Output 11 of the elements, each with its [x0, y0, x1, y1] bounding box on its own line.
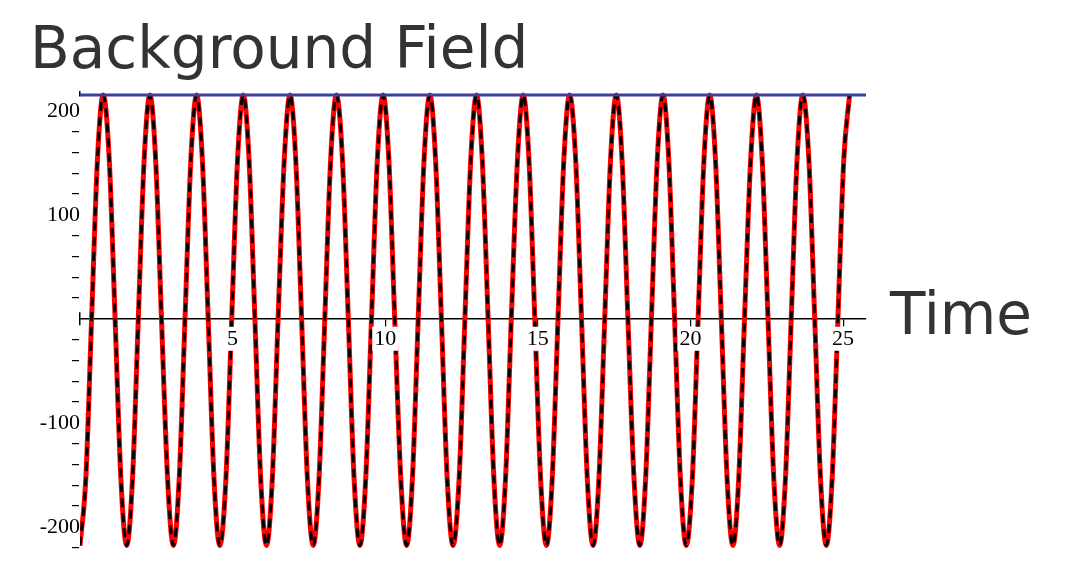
- x-axis-title: Time: [889, 279, 1032, 348]
- x-tick-label: 25: [832, 324, 855, 350]
- y-tick-label: 100: [47, 200, 80, 226]
- x-tick-label: 15: [526, 324, 549, 350]
- x-tick-label: 10: [374, 324, 397, 350]
- y-tick-label: -100: [39, 408, 80, 434]
- y-tick-label: -200: [39, 512, 80, 538]
- x-tick-label: 20: [679, 324, 702, 350]
- x-tick-label: 5: [227, 324, 239, 350]
- chart-title: Background Field: [30, 14, 529, 82]
- y-tick-label: 200: [47, 96, 80, 122]
